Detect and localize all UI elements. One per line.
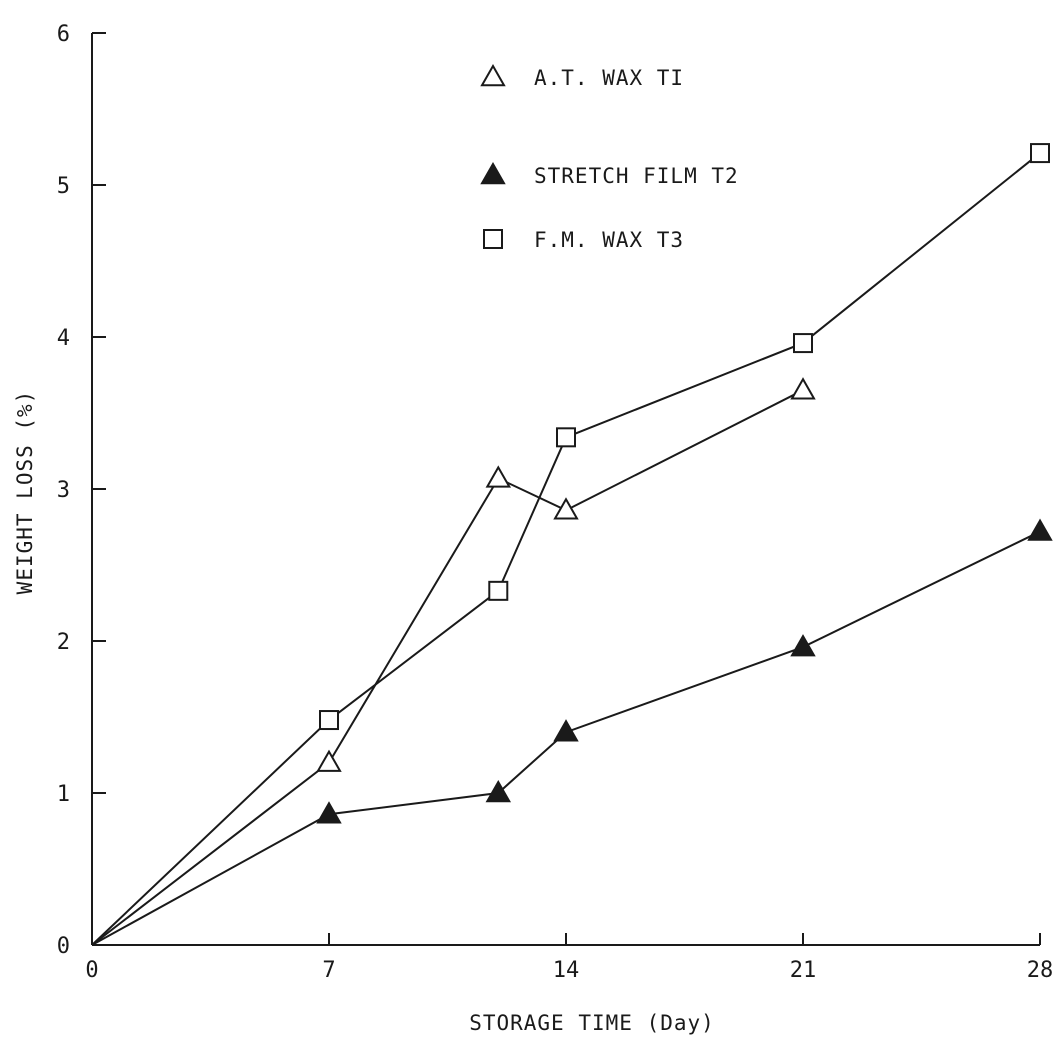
data-point bbox=[319, 710, 339, 731]
x-tick-label: 28 bbox=[1027, 958, 1054, 983]
legend-marker bbox=[480, 161, 506, 185]
data-point bbox=[485, 779, 512, 803]
data-point bbox=[1027, 518, 1053, 541]
series-lines bbox=[91, 152, 1041, 946]
data-point bbox=[553, 497, 579, 520]
y-tick-label: 0 bbox=[57, 934, 70, 959]
data-point bbox=[793, 333, 813, 354]
data-point bbox=[485, 465, 512, 488]
x-tick-label: 7 bbox=[322, 958, 335, 983]
series-markers bbox=[316, 143, 1053, 824]
data-point bbox=[316, 801, 342, 824]
x-tick-label: 14 bbox=[553, 958, 580, 983]
x-tick-label: 21 bbox=[790, 958, 817, 983]
ticks: 0 7 14 21 28 0 1 2 3 4 5 6 bbox=[57, 22, 1054, 983]
x-tick-label: 0 bbox=[85, 958, 98, 983]
x-axis-title: STORAGE TIME (Day) bbox=[469, 1011, 715, 1035]
legend-marker bbox=[480, 63, 506, 87]
legend-label: F.M. WAX T3 bbox=[534, 228, 684, 252]
y-tick-label: 5 bbox=[57, 174, 70, 199]
legend-marker bbox=[483, 229, 503, 249]
y-tick-label: 2 bbox=[57, 630, 70, 655]
y-axis-title: WEIGHT LOSS (%) bbox=[13, 390, 37, 595]
series-line bbox=[91, 389, 804, 946]
data-point bbox=[316, 749, 342, 772]
legend: A.T. WAX TI STRETCH FILM T2 F.M. WAX T3 bbox=[480, 63, 739, 252]
legend-label: STRETCH FILM T2 bbox=[534, 164, 739, 188]
data-point bbox=[553, 719, 579, 742]
data-point bbox=[790, 634, 816, 657]
legend-label: A.T. WAX TI bbox=[534, 66, 684, 90]
y-tick-label: 3 bbox=[57, 478, 70, 503]
series-line bbox=[91, 152, 1041, 946]
y-tick-label: 6 bbox=[57, 22, 70, 47]
data-point bbox=[790, 377, 816, 400]
data-point bbox=[556, 427, 576, 448]
data-point bbox=[1030, 143, 1050, 164]
y-tick-label: 1 bbox=[57, 782, 70, 807]
series-line bbox=[91, 530, 1041, 946]
data-point bbox=[488, 580, 509, 601]
y-tick-label: 4 bbox=[57, 326, 70, 351]
